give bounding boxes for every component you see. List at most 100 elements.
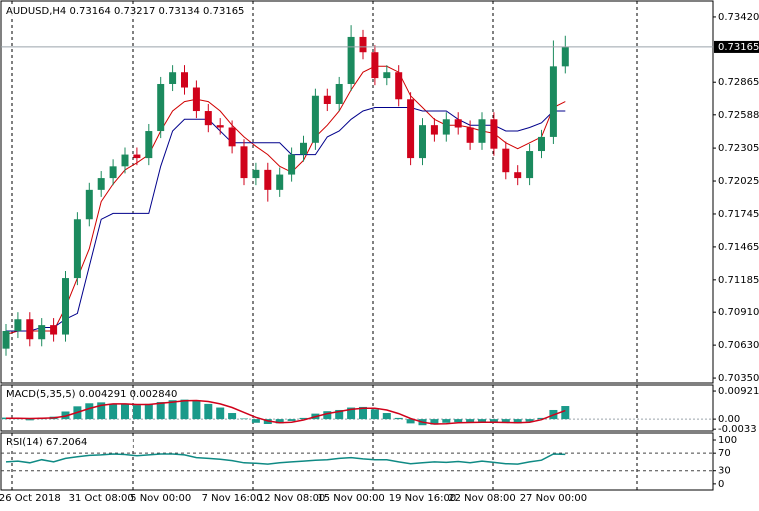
- macd-bar: [168, 400, 177, 420]
- y-tick-label: 0.00: [718, 414, 740, 425]
- macd-bar: [180, 399, 189, 420]
- last-price-label: 0.73165: [718, 42, 759, 53]
- indicator-line: [6, 107, 566, 332]
- y-tick-label: -0.0033: [718, 424, 757, 435]
- macd-bar: [501, 419, 510, 423]
- macd-bar: [299, 417, 308, 420]
- title-bg: [3, 388, 133, 400]
- candle-body: [2, 331, 10, 349]
- macd-bar: [406, 419, 415, 424]
- macd-bar: [382, 413, 391, 420]
- candle-body: [38, 325, 46, 340]
- candle-body: [157, 83, 165, 132]
- y-tick-label: 0.70910: [718, 307, 759, 318]
- candle-body: [73, 219, 81, 279]
- y-tick-label: 0.72305: [718, 143, 759, 154]
- candle-body: [347, 36, 355, 84]
- macd-bar: [132, 405, 141, 420]
- y-tick-label: 0.71185: [718, 275, 759, 286]
- candle-body: [145, 131, 153, 159]
- candle-body: [407, 99, 415, 159]
- y-tick-label: 0.71465: [718, 242, 759, 253]
- x-tick-label: 26 Oct 2018: [0, 493, 61, 504]
- macd-bar: [85, 403, 94, 420]
- y-tick-label: 0.72025: [718, 176, 759, 187]
- macd-bar: [228, 413, 237, 420]
- candle-body: [478, 119, 486, 143]
- x-tick-label: 22 Nov 08:00: [448, 493, 515, 504]
- x-tick-label: 15 Nov 00:00: [317, 493, 384, 504]
- candle-body: [97, 178, 105, 190]
- panel-title: AUDUSD,H4 0.73164 0.73217 0.73134 0.7316…: [6, 6, 244, 17]
- macd-bar: [156, 402, 165, 420]
- candle-body: [454, 119, 462, 128]
- macd-bar: [537, 417, 546, 420]
- candle-body: [419, 125, 426, 159]
- candle-body: [383, 72, 391, 79]
- rsi-line: [5, 453, 566, 465]
- macd-bar: [204, 403, 213, 420]
- candle-body: [502, 148, 510, 173]
- candle-body: [561, 46, 569, 67]
- candle-body: [514, 172, 522, 179]
- candle-body: [216, 125, 224, 128]
- candle-body: [252, 169, 260, 179]
- y-tick-label: 0.73420: [718, 12, 759, 23]
- candle-body: [371, 52, 379, 79]
- x-tick-label: 19 Nov 16:00: [389, 493, 456, 504]
- macd-bar: [489, 419, 498, 423]
- candle-body: [395, 72, 403, 100]
- macd-bar: [97, 402, 106, 420]
- candle-body: [526, 151, 534, 179]
- macd-bar: [442, 419, 451, 423]
- macd-bar: [216, 407, 225, 420]
- candle-body: [192, 87, 200, 112]
- macd-bar: [430, 419, 439, 425]
- panel-title: MACD(5,35,5) 0.004291 0.002840: [6, 389, 177, 400]
- candle-body: [133, 154, 141, 159]
- macd-bar: [121, 404, 129, 420]
- candle-body: [490, 119, 498, 149]
- macd-bar: [335, 409, 344, 420]
- candle-body: [430, 125, 438, 135]
- x-tick-label: 31 Oct 08:00: [69, 493, 134, 504]
- x-tick-label: 7 Nov 16:00: [202, 493, 263, 504]
- title-bg: [3, 5, 228, 17]
- candle-body: [204, 111, 212, 126]
- candle-body: [335, 83, 343, 104]
- candle-body: [169, 72, 177, 84]
- candle-body: [14, 319, 22, 332]
- main-panel: [0, 0, 714, 384]
- macd-bar: [478, 419, 486, 422]
- macd-bar: [275, 419, 284, 424]
- candle-body: [276, 174, 284, 190]
- macd-bar: [394, 417, 403, 420]
- macd-panel: [0, 384, 714, 432]
- title-bg: [3, 436, 133, 448]
- macd-bar: [144, 403, 153, 420]
- y-tick-label: 0.72588: [718, 110, 759, 121]
- candle-body: [466, 127, 474, 143]
- y-tick-label: 0.70350: [718, 373, 759, 384]
- y-tick-label: 0.009216: [718, 386, 759, 397]
- y-tick-label: 30: [718, 466, 731, 477]
- macd-bar: [454, 419, 463, 423]
- candle-body: [26, 319, 34, 340]
- candle-body: [181, 72, 188, 88]
- candle-body: [50, 325, 58, 335]
- candle-body: [85, 189, 93, 220]
- signal-line: [6, 399, 566, 425]
- candle-body: [549, 66, 557, 137]
- last-price-box: [714, 40, 759, 53]
- macd-bar: [525, 419, 534, 422]
- candle-body: [228, 127, 236, 147]
- y-tick-label: 100: [718, 435, 737, 446]
- y-tick-label: 0.72865: [718, 77, 759, 88]
- macd-bar: [513, 419, 522, 424]
- x-tick-label: 12 Nov 08:00: [258, 493, 325, 504]
- candle-body: [288, 154, 296, 175]
- y-tick-label: 0.70630: [718, 340, 759, 351]
- macd-bar: [109, 403, 118, 420]
